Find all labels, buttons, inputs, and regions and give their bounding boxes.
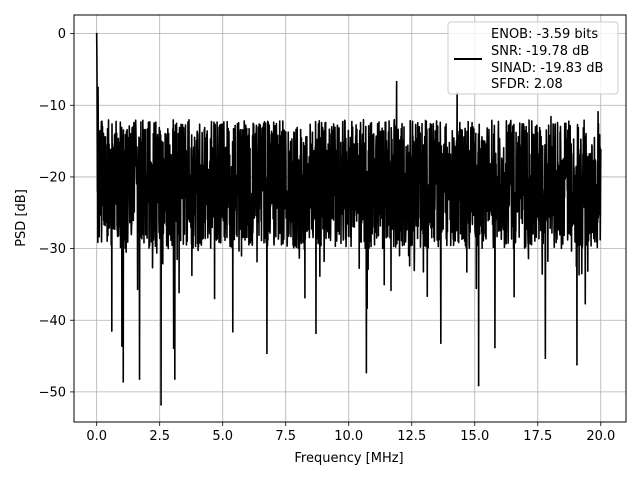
y-tick-label: −20 bbox=[39, 170, 66, 185]
legend-sfdr: SFDR: 2.08 bbox=[491, 77, 563, 92]
psd-notable-point bbox=[576, 363, 578, 366]
x-axis-label: Frequency [MHz] bbox=[294, 451, 403, 466]
psd-notable-point bbox=[98, 187, 101, 190]
y-tick-label: −40 bbox=[39, 314, 66, 329]
y-tick-label: −50 bbox=[39, 385, 66, 400]
x-tick-label: 17.5 bbox=[523, 429, 552, 444]
psd-notable-point bbox=[97, 86, 99, 89]
psd-notable-point bbox=[160, 404, 162, 406]
x-tick-label: 7.5 bbox=[275, 429, 296, 444]
psd-series-line bbox=[95, 33, 602, 406]
y-tick-label: 0 bbox=[58, 27, 66, 42]
psd-notable-point bbox=[439, 342, 442, 344]
y-tick-label: −10 bbox=[39, 99, 66, 114]
plot-area bbox=[95, 32, 602, 406]
psd-notable-point bbox=[494, 346, 496, 349]
psd-notable-point bbox=[172, 347, 175, 349]
y-axis-label: PSD [dB] bbox=[14, 189, 29, 247]
psd-notable-point bbox=[477, 384, 480, 387]
psd-notable-point bbox=[365, 371, 368, 374]
psd-notable-point bbox=[174, 378, 176, 380]
y-tick-label: −30 bbox=[39, 242, 66, 257]
axes-frame bbox=[73, 14, 627, 423]
psd-notable-point bbox=[315, 332, 317, 334]
psd-notable-point bbox=[231, 330, 234, 333]
x-tick-label: 0.0 bbox=[86, 429, 107, 444]
x-tick-label: 15.0 bbox=[460, 429, 489, 444]
psd-notable-point bbox=[544, 357, 547, 360]
psd-notable-point bbox=[138, 378, 141, 380]
psd-dc-peak-point bbox=[95, 32, 98, 35]
psd-notable-point bbox=[122, 381, 124, 383]
legend-enob: ENOB: -3.59 bits bbox=[491, 27, 598, 42]
legend-snr: SNR: -19.78 dB bbox=[491, 44, 589, 59]
x-tick-label: 20.0 bbox=[586, 429, 615, 444]
x-tick-label: 2.5 bbox=[149, 429, 170, 444]
legend: ENOB: -3.59 bits SNR: -19.78 dB SINAD: -… bbox=[447, 21, 619, 95]
psd-notable-point bbox=[121, 345, 123, 347]
axis-ticks: 0.0 2.5 5.0 7.5 10.0 12.5 15.0 17.5 20.0 0 −10 −20 −… bbox=[39, 27, 616, 444]
legend-sinad: SINAD: -19.83 dB bbox=[491, 61, 603, 76]
x-tick-label: 10.0 bbox=[334, 429, 363, 444]
x-tick-label: 5.0 bbox=[212, 429, 233, 444]
psd-notable-point bbox=[111, 330, 113, 332]
psd-notable-point bbox=[395, 80, 398, 83]
legend-box bbox=[447, 21, 619, 95]
psd-notable-point bbox=[266, 352, 268, 355]
x-tick-label: 12.5 bbox=[397, 429, 426, 444]
